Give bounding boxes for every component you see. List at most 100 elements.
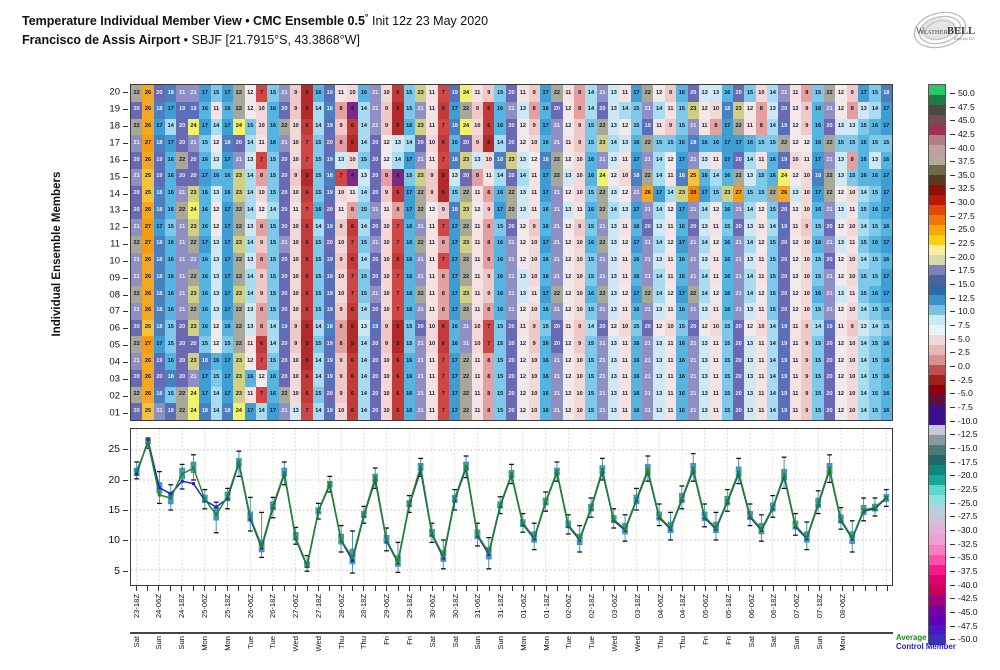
colorbar-segment [929, 455, 945, 465]
heatmap-cell: 22 [460, 386, 472, 404]
heatmap-cell: 16 [403, 386, 415, 404]
colorbar-tick-label: 47.5 [958, 101, 975, 112]
heatmap-cell: 21 [551, 269, 563, 286]
heatmap-cell: 13 [210, 252, 222, 270]
series-marker [407, 502, 411, 506]
heatmap-cell: 20 [460, 135, 472, 152]
colorbar-tick-mark [950, 161, 955, 163]
heatmap-cell: 15 [812, 269, 824, 286]
heatmap-cell: 12 [380, 152, 393, 169]
member-tick-mark [123, 328, 128, 330]
heatmap-cell: 16 [869, 235, 881, 253]
heatmap-cell: 18 [153, 252, 166, 270]
colorbar-segment [929, 315, 945, 325]
heatmap-cell: 21 [369, 286, 381, 303]
colorbar-labels: 50.0 47.5 45.0 42.5 40.0 37.5 35.0 32.5 30.0 27.5… [950, 84, 1000, 644]
heatmap-cell: 15 [676, 118, 688, 136]
colorbar-segment [929, 615, 945, 625]
heatmap-cell: 17 [539, 185, 552, 203]
heatmap-cell: 17 [153, 118, 166, 136]
heatmap-cell: 19 [324, 336, 336, 353]
heatmap-cell: 20 [505, 219, 518, 236]
series-marker [725, 499, 729, 503]
heatmap-cell: 21 [131, 353, 143, 370]
heatmap-cell: 26 [142, 252, 154, 270]
heatmap-cell: 15 [585, 403, 597, 420]
heatmap-cell: 21 [176, 219, 188, 236]
heatmap-cell: 15 [585, 135, 597, 152]
heatmap-cell: 18 [199, 403, 211, 420]
heatmap-cell: 21 [642, 202, 654, 219]
heatmap-cell: 12 [789, 168, 802, 186]
heatmap-cell: 11 [335, 202, 347, 219]
member-tick-label: 19 [109, 103, 120, 115]
heatmap-cell: 22 [233, 269, 245, 286]
heatmap-cell: 16 [585, 168, 597, 186]
heatmap-cell: 26 [142, 118, 154, 136]
heatmap-cell: 10 [573, 185, 586, 203]
heatmap-cell: 5 [437, 168, 450, 186]
heatmap-cell: 12 [710, 202, 722, 219]
heatmap-cell: 20 [505, 168, 518, 186]
x-tick-label-day: Fri [723, 636, 733, 645]
boxplot-panel[interactable] [130, 428, 893, 586]
colorbar-segment [929, 555, 945, 565]
heatmap-cell: 11 [619, 403, 631, 420]
heatmap-cell: 19 [324, 185, 336, 203]
heatmap-cell: 12 [562, 118, 574, 136]
colorbar-tick-label: 2.5 [958, 347, 970, 358]
heatmap-cell: 17 [630, 152, 643, 169]
heatmap-cell: 11 [528, 286, 540, 303]
x-tick-label-day: Tue [587, 636, 597, 649]
heatmap-cell: 13 [608, 152, 620, 169]
colorbar-tick-label: -40.0 [958, 579, 978, 590]
series-marker [668, 526, 673, 530]
heatmap-cell: 5 [301, 353, 313, 370]
colorbar-tick-label: -7.5 [958, 402, 973, 413]
heatmap-cell: 11 [619, 85, 631, 102]
member-tick-mark [123, 126, 128, 128]
heatmap-cell: 16 [403, 235, 415, 253]
heatmap-cell: 14 [267, 319, 279, 337]
heatmap-cell: 21 [642, 269, 654, 286]
heatmap-cell: 17 [630, 235, 643, 253]
heatmap-cell: 17 [630, 202, 643, 219]
heatmap-cell: 16 [494, 101, 506, 119]
heatmap-cell: 17 [221, 202, 234, 219]
heatmap-cell: 11 [471, 219, 484, 236]
heatmap-cell: 11 [653, 118, 665, 136]
member-tick-label: 02 [109, 390, 120, 402]
member-tick-label: 12 [109, 221, 120, 233]
series-marker [453, 497, 457, 501]
heatmap-cell: 13 [608, 185, 620, 203]
heatmap-cell: 11 [710, 152, 722, 169]
x-tick-mark [500, 586, 502, 591]
colorbar-tick-label: -12.5 [958, 429, 978, 440]
x-tick-label-day: Sun [154, 636, 164, 650]
heatmap-cell: 21 [551, 185, 563, 203]
heatmap-cell: 21 [460, 336, 472, 353]
heatmap-cell: 12 [517, 353, 529, 370]
heatmap-cell: 17 [165, 135, 177, 152]
heatmap-cell: 16 [630, 252, 643, 270]
heatmap-cell: 22 [596, 185, 609, 203]
heatmap-cell: 16 [539, 135, 552, 152]
heatmap-cell: 10 [573, 269, 586, 286]
x-tick-label-day: Wed [291, 636, 301, 652]
heatmap-cell: 20 [369, 219, 381, 236]
colorbar-tick-label: -47.5 [958, 620, 978, 631]
heatmap-cell: 14 [358, 302, 370, 320]
heatmap-cell: 15 [165, 386, 177, 404]
heatmap-panel[interactable]: 22 26 20 18 21 21 17 15 17 22 12 7 15 21 9 5 16 19 11 10 16 2… [130, 84, 893, 421]
heatmap-cell: 10 [380, 269, 393, 286]
heatmap-cell: 14 [767, 403, 779, 420]
heatmap-cell: 5 [392, 336, 404, 353]
heatmap-cell: 16 [880, 403, 892, 420]
heatmap-cell: 11 [789, 403, 802, 420]
heatmap-cell: 22 [460, 219, 472, 236]
heatmap-cell: 15 [358, 152, 370, 169]
x-tick-mark [887, 586, 889, 591]
heatmap-cell: 21 [687, 386, 699, 404]
heatmap-cell: 16 [199, 302, 211, 320]
heatmap-cell: 13 [846, 118, 858, 136]
